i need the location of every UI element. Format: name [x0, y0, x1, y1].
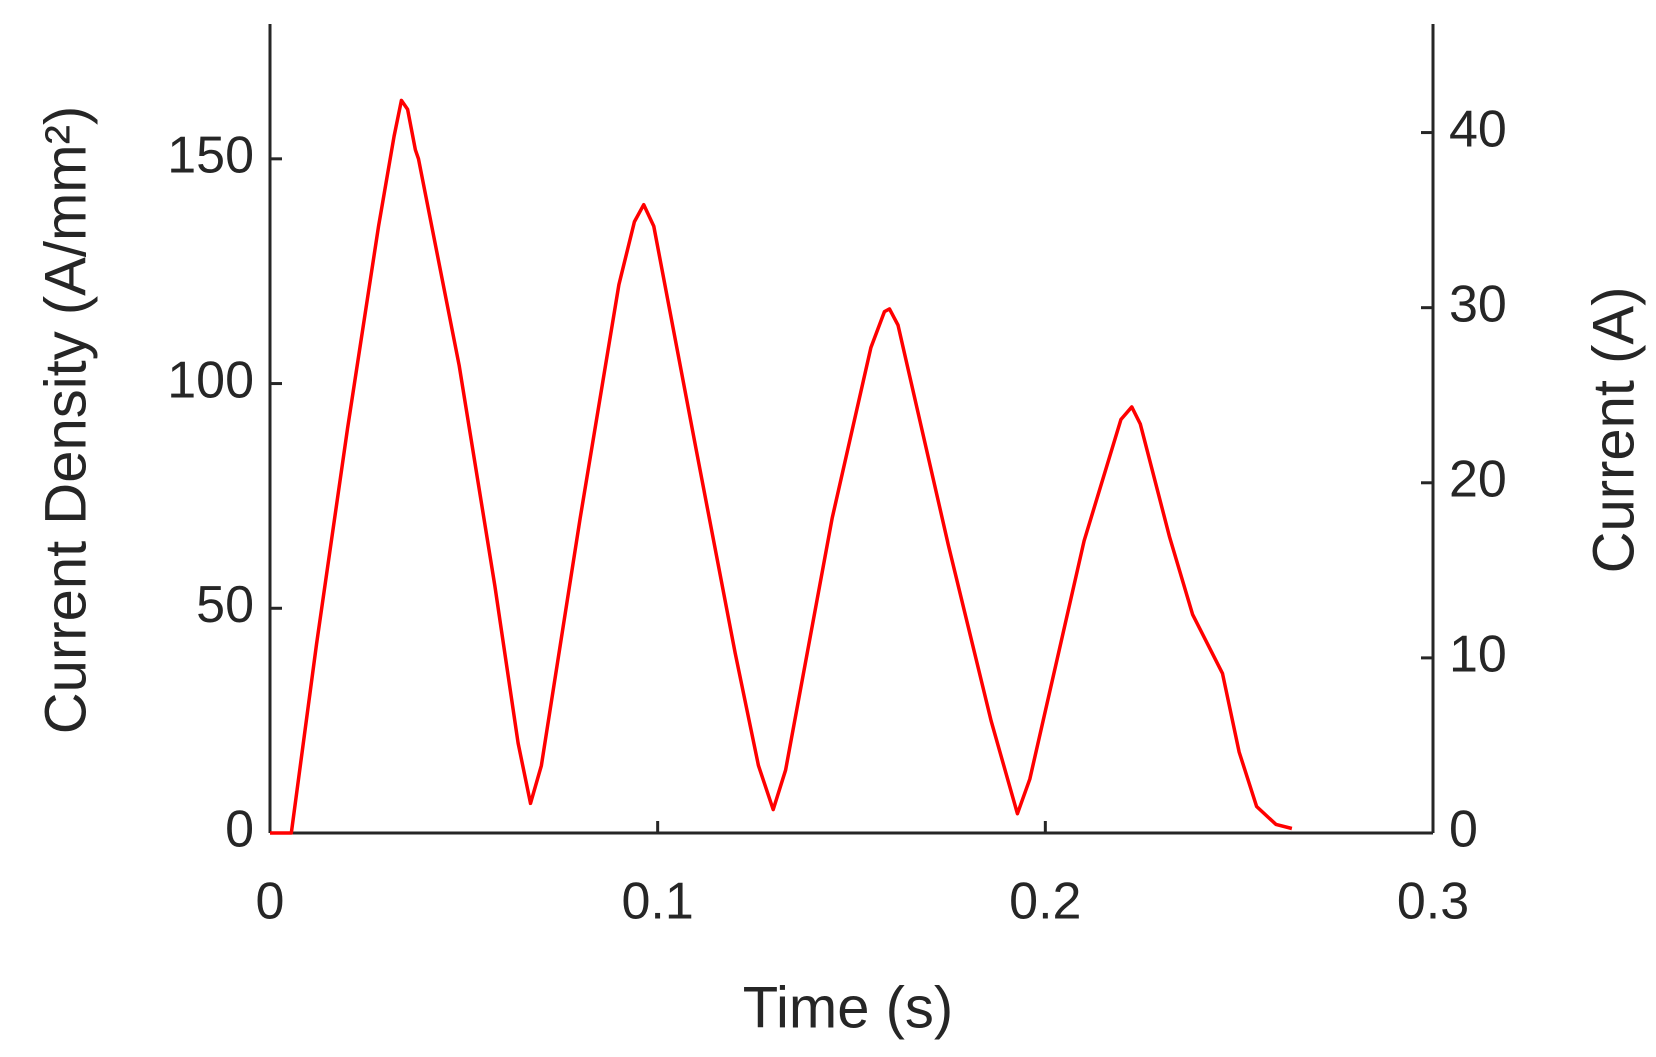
x-tick-label: 0.1: [622, 873, 694, 931]
y2-tick-label: 20: [1449, 451, 1507, 509]
y2-tick-label: 30: [1449, 275, 1507, 333]
y-axis-label: Current Density (A/mm²): [33, 106, 98, 734]
data-line: [270, 98, 1293, 835]
x-tick-label: 0: [256, 873, 285, 931]
x-tick-label: 0.3: [1397, 873, 1469, 931]
y2-tick-label: 40: [1449, 100, 1507, 158]
x-tick-label: 0.2: [1009, 873, 1081, 931]
x-axis-label: Time (s): [743, 975, 953, 1040]
y-tick-label: 150: [167, 127, 254, 185]
y2-tick-label: 10: [1449, 626, 1507, 684]
y2-tick-label: 0: [1449, 801, 1478, 859]
y2-axis-label: Current (A): [1581, 287, 1646, 574]
y-tick-label: 100: [167, 351, 254, 409]
y-tick-label: 0: [225, 801, 254, 859]
y-tick-label: 50: [196, 576, 254, 634]
